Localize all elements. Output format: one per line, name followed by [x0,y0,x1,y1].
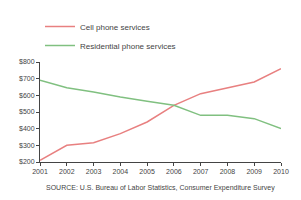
svg-text:2008: 2008 [220,168,236,175]
svg-text:2006: 2006 [166,168,182,175]
svg-text:2009: 2009 [246,168,262,175]
svg-text:$800: $800 [19,58,35,65]
svg-text:$300: $300 [19,142,35,149]
svg-text:SOURCE: U.S. Bureau of Labor S: SOURCE: U.S. Bureau of Labor Statistics,… [46,184,275,192]
svg-text:$500: $500 [19,108,35,115]
svg-text:Residential phone services: Residential phone services [80,42,176,51]
svg-text:$400: $400 [19,125,35,132]
svg-text:2003: 2003 [86,168,102,175]
svg-text:2004: 2004 [113,168,129,175]
svg-text:2007: 2007 [193,168,209,175]
svg-text:$200: $200 [19,158,35,165]
svg-text:Cell phone services: Cell phone services [80,23,150,32]
svg-text:2005: 2005 [139,168,155,175]
svg-text:$600: $600 [19,92,35,99]
svg-text:2010: 2010 [273,168,289,175]
svg-text:2001: 2001 [32,168,48,175]
svg-text:$700: $700 [19,75,35,82]
svg-text:2002: 2002 [59,168,75,175]
